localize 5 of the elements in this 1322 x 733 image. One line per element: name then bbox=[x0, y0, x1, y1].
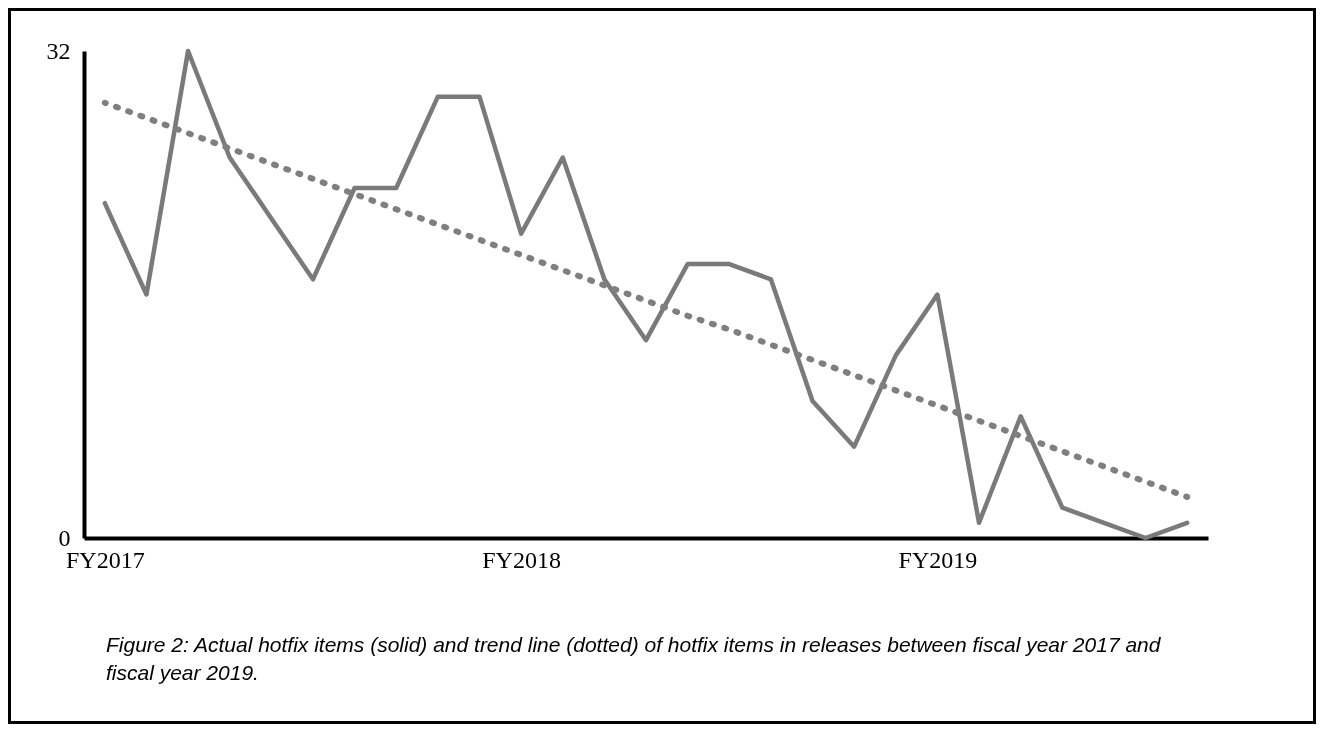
line-series bbox=[102, 48, 1190, 541]
y-tick-label: 32 bbox=[46, 37, 71, 64]
caption: Figure 2: Actual hotfix items (solid) and trend line (dotted) of hotfix items in releases between fiscal year 2017 and fiscal year 2019. bbox=[106, 632, 1162, 686]
x-tick-label: FY2019 bbox=[898, 546, 978, 573]
x-tick-label: FY2018 bbox=[482, 546, 561, 573]
